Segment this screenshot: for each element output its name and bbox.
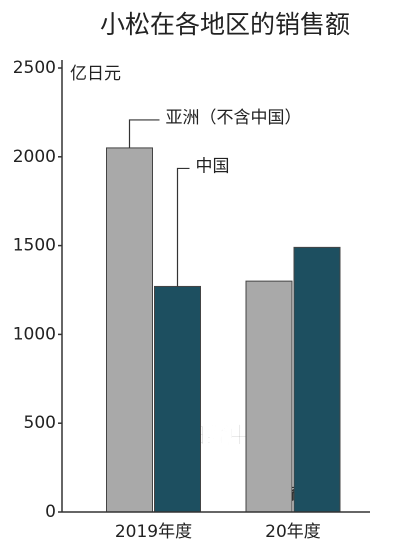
bar bbox=[154, 285, 201, 513]
y-tick-label: 2000 bbox=[13, 147, 56, 167]
bar bbox=[293, 246, 341, 513]
bar bbox=[106, 147, 153, 513]
y-tick-label: 500 bbox=[24, 413, 56, 433]
y-tick-label: 1500 bbox=[13, 236, 56, 256]
y-tick-label: 2500 bbox=[13, 58, 56, 78]
x-tick-label: 20年度 bbox=[265, 522, 321, 542]
y-axis-label: 亿日元 bbox=[70, 64, 121, 84]
legend-leader bbox=[128, 119, 160, 148]
bar bbox=[245, 280, 293, 513]
legend-label: 中国 bbox=[196, 156, 230, 176]
legend-label: 亚洲（不含中国） bbox=[166, 108, 302, 128]
y-tick-label: 0 bbox=[45, 502, 56, 522]
x-tick-label: 2019年度 bbox=[115, 522, 192, 542]
legend-leader bbox=[176, 167, 190, 287]
y-tick-label: 1000 bbox=[13, 324, 56, 344]
chart-title: 小松在各地区的销售额 bbox=[100, 10, 350, 39]
